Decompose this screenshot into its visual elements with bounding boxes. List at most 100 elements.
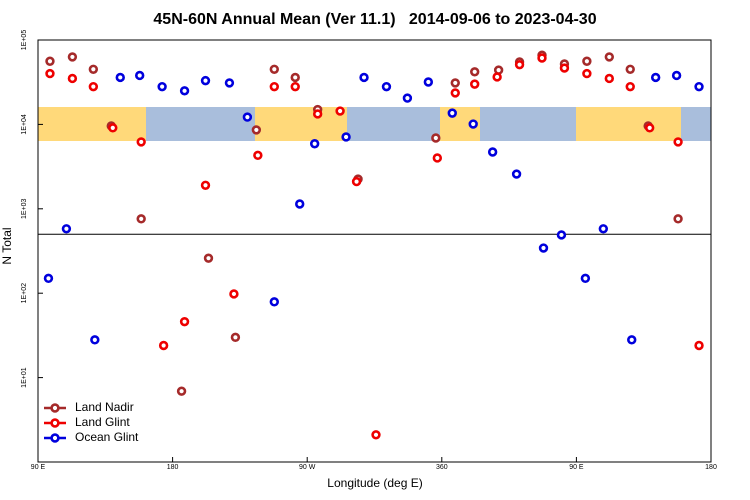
point: [644, 123, 655, 133]
point: [269, 81, 279, 92]
point: [351, 176, 362, 187]
point: [514, 59, 525, 70]
point: [43, 273, 54, 284]
point: [88, 64, 99, 74]
point: [582, 68, 592, 79]
point: [203, 253, 214, 263]
point: [671, 70, 682, 81]
land: [255, 107, 347, 141]
point: [157, 81, 167, 92]
y-axis-label: N Total: [0, 227, 14, 264]
point: [290, 81, 300, 92]
point: [108, 123, 118, 133]
x-tick-label: 360: [436, 464, 448, 471]
legend-marker: [50, 418, 60, 428]
point: [694, 340, 704, 351]
point: [45, 68, 55, 79]
point: [359, 72, 369, 83]
point: [269, 64, 279, 74]
point: [673, 214, 683, 224]
point: [381, 81, 392, 92]
y-tick-label: 1E+02: [21, 283, 28, 304]
point: [229, 289, 239, 299]
point: [136, 137, 146, 147]
point: [371, 430, 381, 440]
map-band: [38, 107, 711, 141]
point: [242, 112, 253, 122]
point: [604, 52, 615, 62]
point: [88, 81, 99, 92]
y-tick-label: 1E+04: [21, 114, 28, 135]
point: [290, 72, 300, 83]
point: [253, 150, 263, 161]
point: [230, 332, 241, 343]
point: [537, 53, 547, 63]
point: [179, 316, 190, 327]
point: [492, 72, 502, 82]
point: [224, 78, 235, 88]
x-tick-label: 180: [705, 464, 717, 471]
point: [694, 81, 704, 92]
point: [45, 56, 55, 66]
point: [598, 224, 609, 234]
point: [627, 335, 637, 345]
point: [179, 86, 190, 96]
point: [402, 93, 413, 103]
legend-label: Land Nadir: [75, 400, 134, 414]
point: [115, 72, 125, 83]
y-tick-label: 1E+05: [21, 30, 28, 51]
x-tick-label: 90 E: [31, 464, 46, 471]
plot-frame: [37, 39, 712, 463]
point: [450, 88, 460, 98]
land: [576, 107, 681, 141]
point: [90, 335, 100, 345]
point: [447, 108, 457, 118]
point: [431, 133, 441, 143]
chart-title: 45N-60N Annual Mean (Ver 11.1) 2014-09-0…: [153, 11, 596, 28]
x-tick-label: 90 E: [569, 464, 584, 471]
point: [341, 132, 351, 142]
point: [650, 72, 661, 83]
point: [625, 81, 635, 92]
point: [176, 386, 187, 396]
point: [269, 297, 279, 307]
legend-marker: [50, 433, 60, 443]
point: [136, 214, 146, 224]
y-tick-label: 1E+03: [21, 198, 28, 219]
point: [335, 106, 345, 116]
point: [559, 63, 570, 73]
point: [556, 230, 567, 240]
x-tick-label: 180: [167, 464, 179, 471]
point: [200, 75, 211, 86]
point: [158, 340, 169, 351]
point: [134, 70, 145, 81]
point: [673, 137, 683, 147]
x-axis-label: Longitude (deg E): [327, 476, 422, 490]
point: [470, 67, 480, 77]
point: [625, 64, 635, 74]
point: [67, 52, 78, 62]
point: [309, 139, 320, 149]
point: [295, 199, 305, 209]
point: [251, 125, 262, 135]
point: [487, 147, 498, 157]
point: [423, 77, 434, 87]
point: [511, 169, 522, 179]
legend-marker: [50, 403, 60, 413]
legend-label: Land Glint: [75, 415, 130, 429]
point: [580, 273, 591, 284]
point: [67, 73, 78, 84]
point: [468, 119, 478, 129]
legend-label: Ocean Glint: [75, 430, 139, 444]
point: [61, 224, 72, 234]
y-tick-label: 1E+01: [21, 367, 28, 388]
point: [470, 79, 480, 89]
point: [200, 180, 211, 190]
x-tick-label: 90 W: [299, 464, 316, 471]
point: [538, 243, 549, 253]
point: [582, 56, 592, 66]
point: [604, 73, 615, 84]
point: [432, 153, 443, 163]
point: [450, 78, 460, 88]
